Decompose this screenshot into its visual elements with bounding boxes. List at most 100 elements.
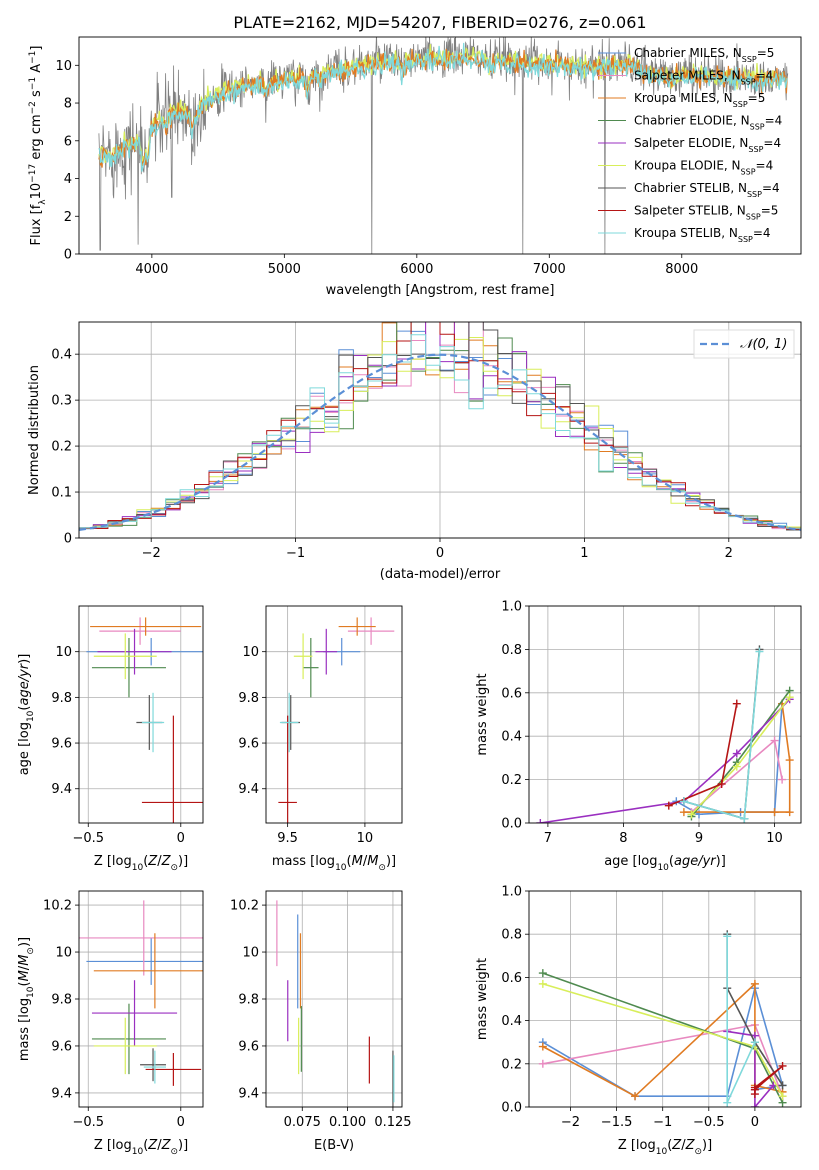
figure-title: PLATE=2162, MJD=54207, FIBERID=0276, z=0… <box>233 13 646 32</box>
marker-salpeter-elodie <box>750 1103 759 1107</box>
y-tick-label: 1.0 <box>501 600 522 615</box>
x-tick-label: 2 <box>725 546 733 561</box>
marker-salpeter-stelib <box>717 779 726 788</box>
label-part: mass [log <box>272 854 335 869</box>
label-part: / <box>157 1138 162 1153</box>
label-part: erg cm <box>29 114 44 163</box>
label-part: 10 <box>656 1147 668 1157</box>
label-part: age [log <box>604 854 657 869</box>
x-tick-label: 0 <box>751 1115 759 1130</box>
marker-kroupa-stelib <box>679 797 688 806</box>
marker-salpeter-miles <box>778 775 787 784</box>
y-tick-label: 1.0 <box>501 885 522 900</box>
legend-sub: SSP <box>747 190 762 199</box>
point-chabrier-elodie <box>91 637 166 698</box>
legend-entry-chabrier-elodie: Chabrier ELODIE, NSSP=4 <box>634 114 782 132</box>
y-tick-label: 0.4 <box>501 730 522 745</box>
label-part: s <box>29 90 44 101</box>
label-part: M <box>352 854 363 869</box>
y-tick-label: 9.4 <box>51 1086 72 1101</box>
x-axis-label: wavelength [Angstrom, rest frame] <box>326 283 555 298</box>
label-part: )] <box>386 854 396 869</box>
point-salpeter-stelib <box>145 1053 202 1086</box>
series-chabrier-stelib <box>683 649 761 820</box>
marker-kroupa-stelib <box>723 1098 732 1107</box>
x-tick-label: −0.5 <box>72 1115 104 1130</box>
label-part: age/yr <box>17 662 32 705</box>
x-tick-label: 0 <box>436 546 444 561</box>
y-tick-label: 8 <box>64 97 72 112</box>
x-axis-label: Z [log10(Z/Z⊙)] <box>618 1138 712 1157</box>
x-axis-label: age [log10(age/yr)] <box>604 854 726 873</box>
point-kroupa-stelib <box>279 692 299 753</box>
label-part: 10 <box>29 183 44 200</box>
series-salpeter-elodie <box>540 698 791 823</box>
y-tick-label: 0.6 <box>501 971 522 986</box>
marker-kroupa-miles <box>770 808 779 817</box>
axes-frame <box>265 605 403 824</box>
axes-frame <box>528 890 802 1108</box>
x-tick-label: −2 <box>561 1115 580 1130</box>
label-part: M <box>367 854 378 869</box>
point-kroupa-elodie <box>93 1017 157 1075</box>
y-tick-label: 0 <box>64 532 72 547</box>
y-tick-label: 10.2 <box>230 899 259 914</box>
y-tick-label: 9.6 <box>51 1039 72 1054</box>
marker-kroupa-miles <box>750 979 759 988</box>
axes-frame <box>265 890 403 1108</box>
label-part: ( <box>669 854 674 869</box>
y-tick-label: 9.4 <box>238 782 259 797</box>
legend-text: =4 <box>762 181 780 195</box>
marker-kroupa-elodie <box>778 1092 787 1101</box>
y-tick-label: 0 <box>64 248 72 263</box>
label-part: ( <box>17 981 32 986</box>
x-tick-label: 0 <box>177 1115 185 1130</box>
legend-entry-chabrier-stelib: Chabrier STELIB, NSSP=4 <box>634 181 780 199</box>
label-part: ( <box>17 706 32 711</box>
legend-text: =4 <box>753 226 771 240</box>
x-tick-label: 0.075 <box>284 1115 321 1130</box>
y-tick-label: 4 <box>64 172 72 187</box>
y-tick-label: 9.6 <box>238 737 259 752</box>
x-tick-label: 1 <box>580 546 588 561</box>
y-tick-label: 2 <box>64 210 72 225</box>
marker-kroupa-elodie <box>732 762 741 771</box>
x-tick-label: 4000 <box>135 262 168 277</box>
y-axis-label: mass [log10(M/M⊙)] <box>17 937 36 1061</box>
legend-text: Salpeter MILES, N <box>634 69 741 83</box>
label-part: )] <box>17 654 32 664</box>
y-tick-label: 0.2 <box>51 440 72 455</box>
marker-salpeter-stelib <box>750 1085 759 1094</box>
legend-text: Salpeter ELODIE, N <box>634 136 748 150</box>
marker-kroupa-stelib <box>750 1038 759 1047</box>
x-tick-label: −2 <box>142 546 161 561</box>
weight-vs-Z-panel: −2 −1.5 −1 −0.5 0 0.0 0.2 0.4 0.6 0.8 1.0 Z [log10(… <box>475 885 802 1157</box>
legend-entry-kroupa-elodie: Kroupa ELODIE, NSSP=4 <box>634 159 773 177</box>
x-tick-label: 8 <box>619 831 627 846</box>
x-axis-label: Z [log10(Z/Z⊙)] <box>94 854 188 873</box>
y-tick-label: 0.6 <box>501 686 522 701</box>
label-part: Z <box>147 854 158 869</box>
point-salpeter-miles <box>99 617 181 645</box>
legend-entry-salpeter-stelib: Salpeter STELIB, NSSP=5 <box>634 204 778 222</box>
x-tick-label: 7000 <box>533 262 566 277</box>
x-tick-label: −0.5 <box>693 1115 725 1130</box>
y-tick-label: 9.8 <box>51 993 72 1008</box>
y-tick-label: 0.4 <box>501 1014 522 1029</box>
label-part: 10 <box>657 863 669 873</box>
label-part: 10 <box>335 863 347 873</box>
label-part: Flux [f <box>29 204 44 245</box>
marker-salpeter-elodie <box>732 749 741 758</box>
label-part: ( <box>667 1138 672 1153</box>
y-tick-label: 10.2 <box>43 899 72 914</box>
marker-kroupa-miles <box>631 1092 640 1101</box>
y-tick-label: 9.8 <box>238 993 259 1008</box>
series-salpeter-stelib <box>668 703 738 807</box>
point-chabrier-elodie <box>91 1003 166 1075</box>
x-axis-label: Z [log10(Z/Z⊙)] <box>94 1138 188 1157</box>
point-kroupa-stelib <box>141 692 165 753</box>
x-axis-label: (data-model)/error <box>380 567 501 582</box>
x-tick-label: −1 <box>653 1115 672 1130</box>
series-kroupa-miles <box>683 703 791 813</box>
